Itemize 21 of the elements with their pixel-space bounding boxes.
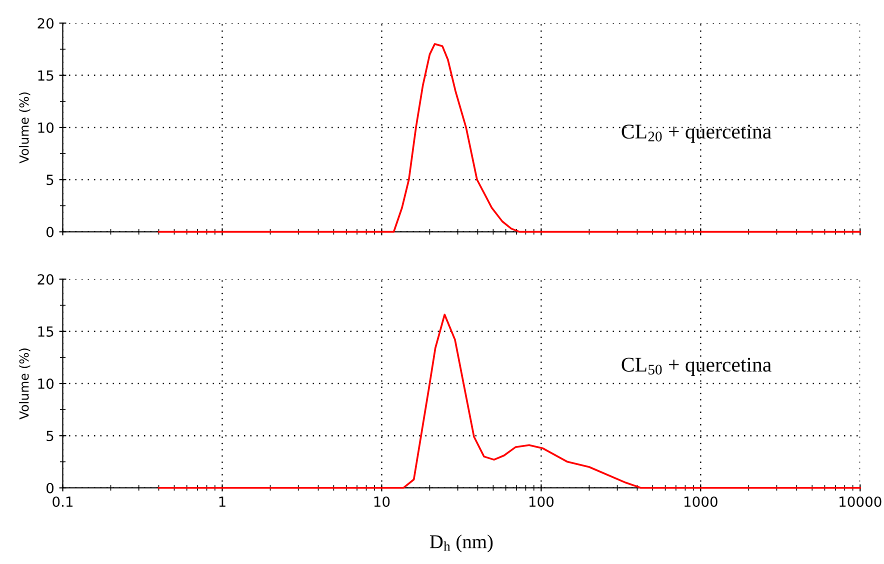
x-tick-label: 1000	[684, 496, 718, 507]
x-tick-label: 10000	[840, 496, 882, 507]
y-tick-label: 15	[38, 326, 54, 337]
y-tick-label: 15	[38, 70, 54, 81]
y-tick-label: 10	[38, 122, 54, 133]
x-tick-label: 0.1	[52, 496, 73, 507]
y-tick-label: 0	[46, 226, 54, 238]
x-tick-label: 10	[374, 496, 390, 507]
annotation: CL$_{50}$ + quercetina	[622, 358, 772, 376]
annotation: CL$_{20}$ + quercetina	[622, 124, 772, 143]
y-tick-label: 20	[38, 274, 54, 285]
y-tick-label: 0	[46, 482, 54, 494]
y-tick-label: 5	[46, 174, 54, 186]
y-tick-label: 5	[46, 430, 54, 442]
y-axis-title: Volume (%)	[19, 92, 30, 164]
y-tick-label: 10	[38, 378, 54, 389]
x-tick-label: 100	[529, 496, 554, 507]
x-axis-title: D$_{h}$ (nm)	[430, 534, 493, 552]
y-tick-label: 20	[38, 18, 54, 29]
x-tick-label: 1	[219, 496, 226, 507]
y-axis-title: Volume (%)	[19, 348, 30, 420]
